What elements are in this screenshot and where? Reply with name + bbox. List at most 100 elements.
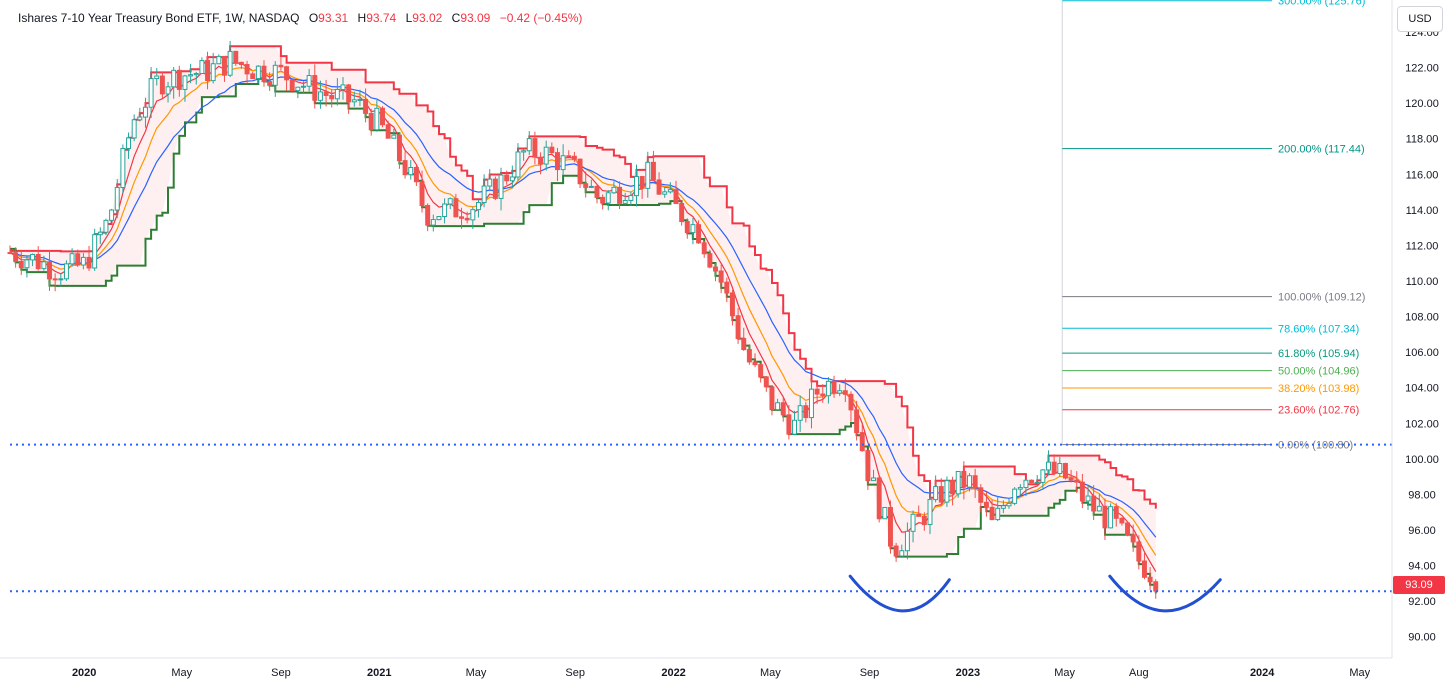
- candle-body[interactable]: [763, 376, 769, 388]
- candle-body[interactable]: [216, 55, 222, 65]
- candle-body[interactable]: [24, 259, 30, 269]
- candle-body[interactable]: [893, 545, 899, 557]
- candle-body[interactable]: [419, 181, 425, 206]
- candle-body[interactable]: [842, 390, 848, 395]
- candle-body[interactable]: [1074, 479, 1080, 483]
- currency-button[interactable]: USD: [1397, 6, 1443, 32]
- candle-body[interactable]: [391, 134, 397, 139]
- candle-body[interactable]: [571, 155, 577, 160]
- candle-body[interactable]: [97, 231, 103, 236]
- candle-body[interactable]: [385, 124, 391, 139]
- candle-body[interactable]: [188, 74, 194, 77]
- candle-body[interactable]: [470, 209, 476, 221]
- candle-body[interactable]: [825, 380, 831, 397]
- candle-body[interactable]: [854, 409, 860, 434]
- candle-body[interactable]: [1046, 461, 1051, 471]
- candle-body[interactable]: [1006, 502, 1012, 507]
- candle-body[interactable]: [933, 486, 939, 501]
- candle-body[interactable]: [808, 388, 814, 419]
- candle-body[interactable]: [617, 186, 623, 204]
- candle-body[interactable]: [464, 217, 470, 221]
- candle-body[interactable]: [47, 261, 52, 280]
- candle-body[interactable]: [159, 75, 165, 95]
- candle-body[interactable]: [735, 315, 741, 340]
- candle-body[interactable]: [1085, 495, 1091, 502]
- candle-body[interactable]: [888, 506, 893, 547]
- candle-body[interactable]: [532, 138, 538, 158]
- candle-body[interactable]: [504, 174, 510, 182]
- candle-body[interactable]: [222, 55, 227, 76]
- candle-body[interactable]: [882, 506, 888, 520]
- candle-body[interactable]: [109, 209, 115, 221]
- candle-body[interactable]: [176, 69, 182, 90]
- candle-body[interactable]: [1119, 517, 1125, 524]
- candle-body[interactable]: [662, 191, 668, 195]
- candle-body[interactable]: [447, 198, 453, 205]
- candle-body[interactable]: [278, 64, 284, 68]
- candle-body[interactable]: [199, 60, 205, 75]
- candle-body[interactable]: [978, 487, 984, 503]
- candle-body[interactable]: [430, 219, 436, 226]
- candle-body[interactable]: [267, 81, 273, 86]
- candle-body[interactable]: [729, 292, 735, 317]
- candle-body[interactable]: [1029, 479, 1035, 483]
- candle-body[interactable]: [425, 204, 431, 226]
- candle-body[interactable]: [255, 65, 261, 80]
- candle-body[interactable]: [1034, 481, 1040, 484]
- candle-body[interactable]: [1141, 560, 1147, 578]
- rounding-bottom-arc[interactable]: [848, 574, 951, 613]
- candle-body[interactable]: [487, 178, 493, 187]
- candle-body[interactable]: [650, 161, 656, 181]
- candle-body[interactable]: [961, 470, 967, 488]
- candle-body[interactable]: [1108, 506, 1114, 529]
- candle-body[interactable]: [803, 405, 809, 419]
- candle-body[interactable]: [1079, 481, 1085, 502]
- candle-body[interactable]: [306, 75, 312, 87]
- candle-body[interactable]: [814, 388, 820, 395]
- candle-body[interactable]: [509, 176, 515, 182]
- candle-body[interactable]: [622, 199, 628, 204]
- candle-body[interactable]: [820, 393, 826, 397]
- candle-body[interactable]: [605, 192, 611, 204]
- candle-body[interactable]: [120, 147, 126, 189]
- candle-body[interactable]: [126, 137, 132, 149]
- candle-body[interactable]: [114, 187, 120, 211]
- time-axis[interactable]: 2020 May Sep 2021 May Sep 2022 May Sep 2023 May Aug…: [72, 667, 1371, 679]
- candle-body[interactable]: [131, 119, 137, 139]
- candle-body[interactable]: [301, 85, 306, 88]
- candle-body[interactable]: [515, 151, 521, 178]
- candle-body[interactable]: [272, 64, 278, 86]
- candle-body[interactable]: [171, 69, 177, 88]
- candle-body[interactable]: [261, 65, 267, 83]
- candle-body[interactable]: [724, 281, 730, 294]
- candle-body[interactable]: [989, 506, 995, 521]
- candle-body[interactable]: [323, 91, 329, 96]
- candle-body[interactable]: [831, 380, 837, 394]
- candle-body[interactable]: [1091, 495, 1097, 512]
- candle-body[interactable]: [543, 146, 549, 165]
- candle-body[interactable]: [521, 150, 527, 153]
- candle-body[interactable]: [713, 266, 718, 272]
- candle-body[interactable]: [1153, 581, 1159, 592]
- candle-body[interactable]: [944, 480, 950, 503]
- candle-body[interactable]: [41, 261, 47, 270]
- candle-body[interactable]: [7, 252, 13, 255]
- candle-body[interactable]: [1017, 487, 1023, 490]
- candle-body[interactable]: [13, 252, 19, 262]
- candle-body[interactable]: [916, 513, 922, 517]
- ma-slow-line[interactable]: [9, 76, 1157, 538]
- candle-body[interactable]: [80, 256, 86, 266]
- candle-body[interactable]: [577, 158, 583, 185]
- candle-body[interactable]: [769, 386, 775, 411]
- candle-body[interactable]: [351, 99, 357, 103]
- candle-body[interactable]: [1062, 463, 1068, 479]
- candle-body[interactable]: [583, 183, 589, 188]
- candle-body[interactable]: [312, 75, 318, 101]
- candle-body[interactable]: [233, 50, 239, 63]
- candle-body[interactable]: [86, 256, 92, 269]
- ma-mid-line[interactable]: [9, 66, 1157, 556]
- candle-body[interactable]: [413, 167, 419, 183]
- candle-body[interactable]: [374, 107, 380, 131]
